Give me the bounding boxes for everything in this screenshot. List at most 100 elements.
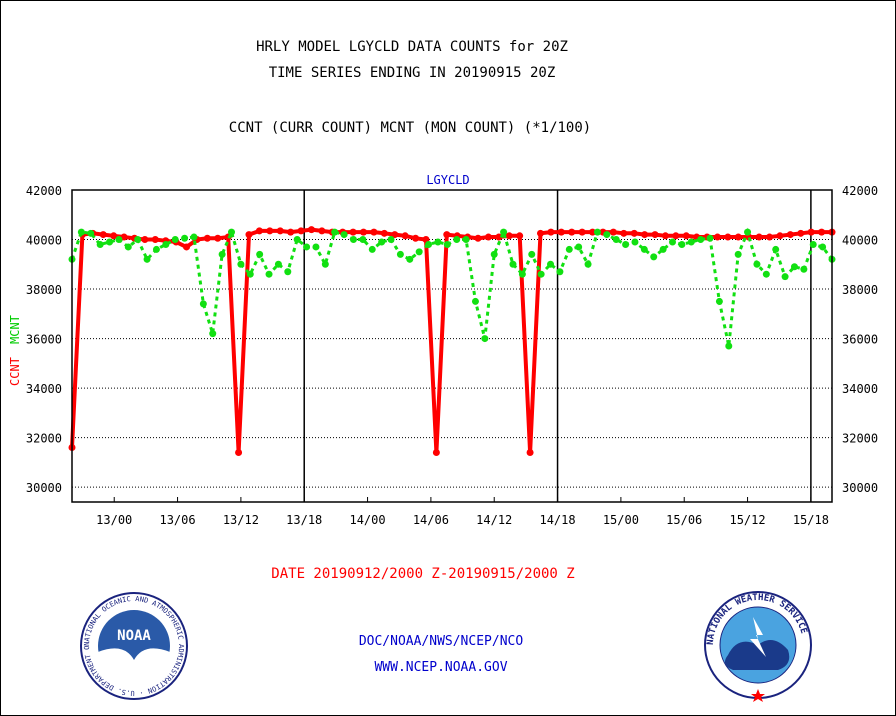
data-point-mcnt [800, 265, 808, 273]
noaa-logo: NOAA NATIONAL OCEANIC AND ATMOSPHERIC AD… [80, 592, 188, 700]
data-point-mcnt [631, 238, 639, 246]
data-point-ccnt [557, 228, 565, 236]
data-point-mcnt [359, 236, 367, 244]
x-tick-label: 14/00 [349, 513, 385, 527]
data-point-mcnt [622, 240, 630, 248]
x-tick-label: 13/18 [286, 513, 322, 527]
data-point-mcnt [152, 245, 160, 253]
data-point-mcnt [378, 238, 386, 246]
data-point-mcnt [481, 335, 489, 343]
data-point-ccnt [380, 229, 388, 237]
data-point-mcnt [115, 236, 123, 244]
data-point-ccnt [474, 234, 482, 242]
data-point-mcnt [425, 240, 433, 248]
data-point-ccnt [266, 227, 274, 235]
data-point-ccnt [755, 233, 763, 241]
data-point-mcnt [537, 270, 545, 278]
data-point-mcnt [781, 273, 789, 281]
data-point-mcnt [725, 342, 733, 350]
data-point-ccnt [203, 234, 211, 242]
y-tick-label-left: 42000 [26, 184, 62, 198]
data-point-ccnt [547, 228, 555, 236]
x-tick-label: 15/00 [603, 513, 639, 527]
data-point-mcnt [575, 243, 583, 251]
y-tick-label-left: 34000 [26, 382, 62, 396]
data-point-ccnt [287, 228, 295, 236]
x-tick-label: 15/06 [666, 513, 702, 527]
y-tick-label-right: 36000 [842, 333, 878, 347]
noaa-logo-text: NOAA [117, 628, 151, 644]
data-point-mcnt [462, 236, 470, 244]
data-point-mcnt [87, 229, 95, 237]
data-point-ccnt [255, 227, 263, 235]
data-point-mcnt [453, 236, 461, 244]
data-point-mcnt [744, 228, 752, 236]
data-point-ccnt [589, 228, 597, 236]
data-point-mcnt [556, 268, 564, 276]
data-point-mcnt [509, 260, 517, 268]
series-line-mcnt [70, 227, 834, 347]
data-point-mcnt [687, 238, 695, 246]
y-tick-label-right: 38000 [842, 283, 878, 297]
data-point-mcnt [218, 250, 226, 258]
data-point-mcnt [321, 260, 329, 268]
data-point-ccnt [214, 234, 222, 242]
data-point-ccnt [484, 233, 492, 241]
data-point-mcnt [106, 238, 114, 246]
data-point-ccnt [318, 227, 326, 235]
y-tick-label-left: 40000 [26, 234, 62, 248]
data-point-mcnt [387, 236, 395, 244]
y-axis-label-ccnt: CCNT [8, 357, 22, 386]
y-tick-label-left: 32000 [26, 432, 62, 446]
y-tick-label-right: 32000 [842, 432, 878, 446]
data-point-ccnt [349, 228, 357, 236]
data-point-ccnt [620, 229, 628, 237]
data-point-ccnt [245, 231, 253, 239]
data-point-mcnt [312, 243, 320, 251]
data-point-mcnt [762, 270, 770, 278]
data-point-mcnt [331, 228, 339, 236]
data-point-ccnt [630, 229, 638, 237]
chart-subtitle: CCNT (CURR COUNT) MCNT (MON COUNT) (*1/1… [229, 120, 591, 136]
data-point-ccnt [724, 233, 732, 241]
data-point-ccnt [651, 231, 659, 239]
data-point-ccnt [766, 233, 774, 241]
data-point-mcnt [819, 243, 827, 251]
data-point-ccnt [536, 229, 544, 237]
data-point-ccnt [235, 448, 243, 456]
data-point-mcnt [237, 260, 245, 268]
data-point-ccnt [807, 228, 815, 236]
data-point-mcnt [659, 245, 667, 253]
y-tick-label-right: 30000 [842, 481, 878, 495]
y-axis-left-labels: 30000 32000 34000 36000 38000 40000 42000 [26, 184, 62, 495]
data-point-mcnt [518, 270, 526, 278]
data-point-mcnt [593, 228, 601, 236]
data-point-ccnt [307, 226, 315, 234]
data-point-ccnt [526, 448, 534, 456]
data-point-mcnt [293, 236, 301, 244]
x-tick-label: 13/00 [96, 513, 132, 527]
data-point-mcnt [303, 243, 311, 251]
data-point-mcnt [77, 228, 85, 236]
data-point-ccnt [401, 232, 409, 240]
data-point-mcnt [715, 297, 723, 305]
data-point-ccnt [797, 229, 805, 237]
title-line-1: HRLY MODEL LGYCLD DATA COUNTS for 20Z [256, 39, 568, 55]
data-point-mcnt [181, 234, 189, 242]
y-tick-label-right: 42000 [842, 184, 878, 198]
data-point-ccnt [370, 228, 378, 236]
data-point-mcnt [734, 250, 742, 258]
data-point-ccnt [568, 228, 576, 236]
series-ccnt [68, 226, 836, 456]
data-point-mcnt [490, 250, 498, 258]
y-tick-label-right: 40000 [842, 234, 878, 248]
y-tick-label-left: 38000 [26, 283, 62, 297]
y-axis-label-mcnt: MCNT [8, 315, 22, 344]
data-point-mcnt [471, 297, 479, 305]
data-point-mcnt [274, 260, 282, 268]
data-point-ccnt [99, 231, 107, 239]
data-point-mcnt [612, 236, 620, 244]
data-point-mcnt [753, 260, 761, 268]
data-point-mcnt [368, 245, 376, 253]
data-point-mcnt [809, 240, 817, 248]
